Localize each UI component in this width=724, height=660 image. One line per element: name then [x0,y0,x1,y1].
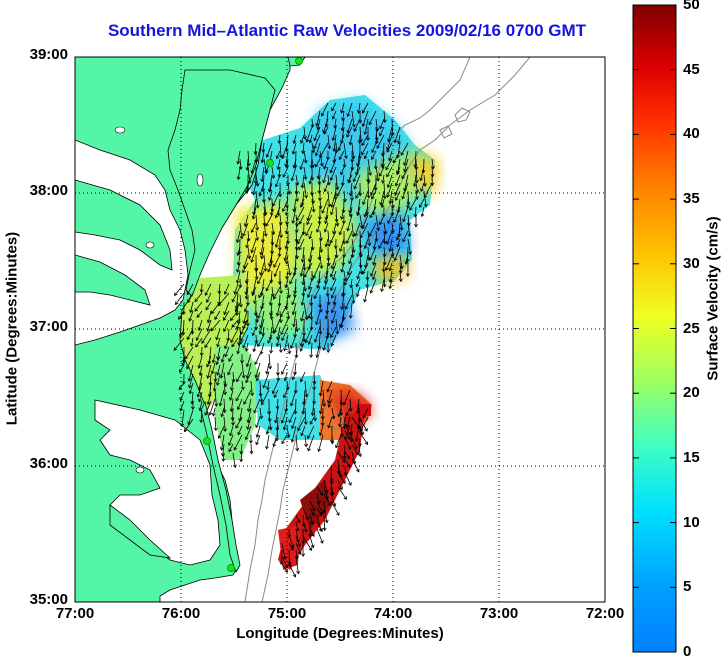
colorbar-tick-label: 20 [683,384,700,401]
colorbar-tick-label: 10 [683,514,700,531]
colorbar-label: Surface Velocity (cm/s) [705,189,722,409]
lon-tick-label: 74:00 [363,605,423,622]
colorbar-tick-label: 0 [683,643,691,660]
y-axis-label: Latitude (Degrees:Minutes) [4,219,21,439]
lon-tick-label: 76:00 [151,605,211,622]
colorbar-tick-label: 35 [683,190,700,207]
lon-tick-label: 72:00 [575,605,635,622]
chart-title: Southern Mid–Atlantic Raw Velocities 200… [62,21,632,41]
x-axis-label: Longitude (Degrees:Minutes) [75,625,605,642]
lon-tick-label: 77:00 [45,605,105,622]
colorbar-tick-label: 45 [683,61,700,78]
lon-tick-label: 73:00 [469,605,529,622]
colorbar-tick-label: 25 [683,320,700,337]
colorbar-tick-label: 40 [683,125,700,142]
lat-tick-label: 36:00 [8,455,68,472]
colorbar-tick-label: 15 [683,449,700,466]
colorbar-tick-label: 50 [683,0,700,13]
lat-tick-label: 39:00 [8,46,68,63]
colorbar-tick-label: 30 [683,255,700,272]
lat-tick-label: 38:00 [8,182,68,199]
lon-tick-label: 75:00 [257,605,317,622]
colorbar-tick-label: 5 [683,578,691,595]
colorbar-gradient [633,5,676,652]
